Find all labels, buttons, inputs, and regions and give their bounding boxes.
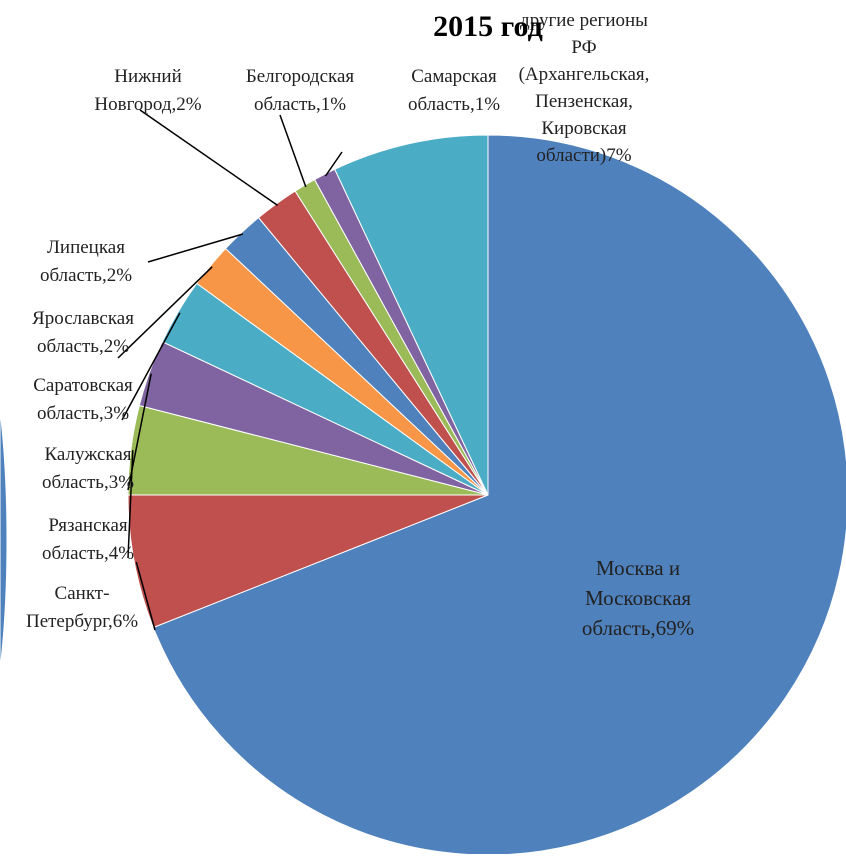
data-label-7: Нижний Новгород,2% <box>94 66 201 115</box>
data-label-0-line-1: Московская <box>585 586 691 610</box>
data-label-8-line-1: область,1% <box>254 94 346 115</box>
data-label-2: Рязанская область,4% <box>42 515 134 564</box>
pie-slice-10 <box>334 134 489 496</box>
data-label-7-line-1: Новгород,2% <box>94 94 201 115</box>
data-label-5: Ярославская область,2% <box>32 308 134 357</box>
data-label-4: Саратовская область,3% <box>33 375 133 424</box>
data-label-10: другие регионы РФ (Архангельская, Пензенска… <box>519 10 650 166</box>
leader-line-8 <box>279 114 307 188</box>
data-label-9-line-0: Самарская <box>411 66 497 87</box>
data-label-5-line-1: область,2% <box>37 336 129 357</box>
data-label-6-line-1: область,2% <box>40 265 132 286</box>
data-label-0-line-0: Москва и <box>596 556 680 580</box>
slices-layer <box>127 134 846 856</box>
data-label-10-line-0: другие регионы <box>520 10 648 31</box>
leader-line-5 <box>117 266 213 359</box>
data-label-9-line-1: область,1% <box>408 94 500 115</box>
data-label-10-line-4: Кировская <box>541 118 627 139</box>
data-label-0: Москва и Московская область,69% <box>582 556 694 640</box>
data-label-9: Самарская область,1% <box>408 66 500 115</box>
leader-line-9 <box>324 151 343 177</box>
leader-line-4 <box>121 312 181 421</box>
data-label-4-line-1: область,3% <box>37 403 129 424</box>
leader-lines-layer <box>117 109 343 631</box>
data-label-6-line-0: Липецкая <box>47 237 125 258</box>
data-label-10-line-5: области)7% <box>536 145 631 166</box>
data-labels-layer: Москва и Московская область,69% Санкт- Петер… <box>26 10 694 640</box>
data-label-8: Белгородская область,1% <box>246 66 355 115</box>
data-label-5-line-0: Ярославская <box>32 308 134 329</box>
leader-line-6 <box>147 233 244 263</box>
data-label-3: Калужская область,3% <box>42 444 134 493</box>
data-label-3-line-0: Калужская <box>44 444 131 465</box>
data-label-1: Санкт- Петербург,6% <box>26 583 138 632</box>
data-label-2-line-0: Рязанская <box>48 515 127 536</box>
data-label-0-line-2: область,69% <box>582 616 694 640</box>
data-label-10-line-3: Пензенская, <box>535 91 633 112</box>
data-label-10-line-2: (Архангельская, <box>519 64 650 85</box>
pie-slice-0 <box>152 134 846 856</box>
pie-slice-1 <box>127 494 489 629</box>
leader-line-3 <box>127 373 152 491</box>
data-label-4-line-0: Саратовская <box>33 375 133 396</box>
data-label-1-line-1: Петербург,6% <box>26 611 138 632</box>
data-label-2-line-1: область,4% <box>42 543 134 564</box>
leader-line-7 <box>139 109 279 207</box>
data-label-10-line-1: РФ <box>571 37 596 58</box>
chart-title: 2015 год <box>433 10 543 43</box>
data-label-8-line-0: Белгородская <box>246 66 355 87</box>
neighbor-pie-fragment <box>0 409 8 671</box>
data-label-7-line-0: Нижний <box>114 66 182 87</box>
data-label-1-line-0: Санкт- <box>55 583 110 604</box>
leader-line-1 <box>135 561 156 631</box>
data-label-3-line-1: область,3% <box>42 472 134 493</box>
data-label-6: Липецкая область,2% <box>40 237 132 286</box>
